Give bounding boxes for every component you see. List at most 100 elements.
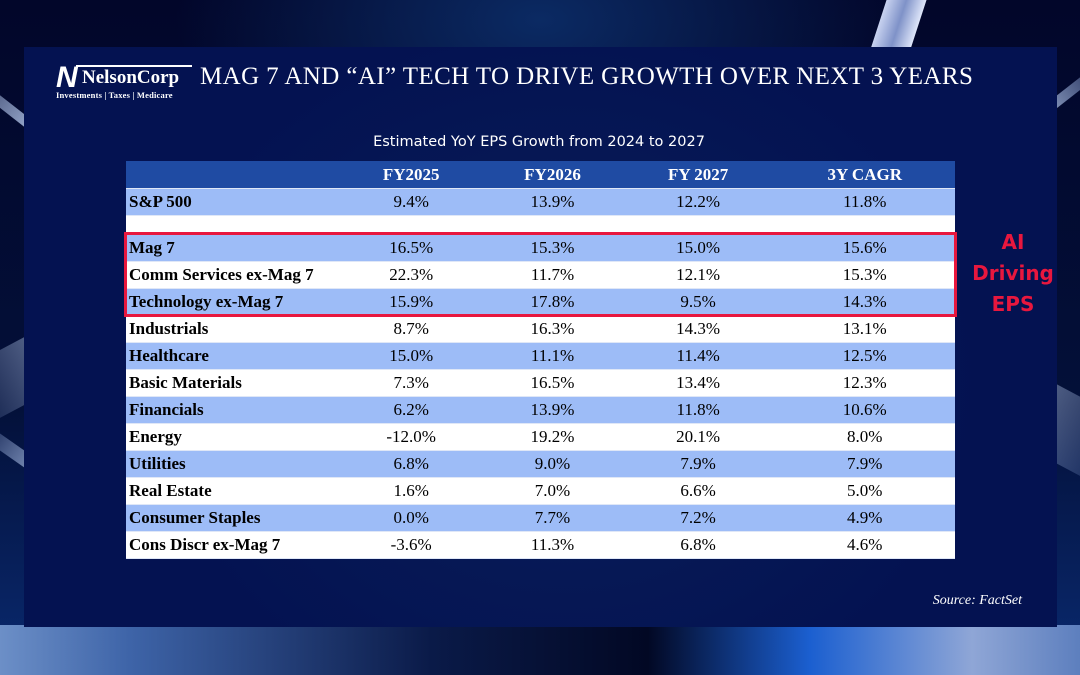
cell-value: 13.9%: [480, 396, 622, 424]
row-label: Basic Materials: [126, 369, 339, 397]
spacer-cell: [621, 215, 772, 235]
cell-value: 9.0%: [480, 450, 622, 478]
cell-value: 16.5%: [339, 234, 481, 262]
table-row: Comm Services ex-Mag 7 22.3% 11.7% 12.1% 15.…: [126, 261, 955, 289]
logo-n-icon: N: [56, 61, 78, 94]
cell-value: 1.6%: [339, 477, 481, 505]
spacer-cell: [480, 215, 622, 235]
row-label: Cons Discr ex-Mag 7: [126, 531, 339, 559]
cell-value: 22.3%: [339, 261, 481, 289]
cell-value: 10.6%: [771, 396, 955, 424]
table-row: Utilities 6.8% 9.0% 7.9% 7.9%: [126, 450, 955, 478]
cell-value: 5.0%: [771, 477, 955, 505]
cell-value: 11.8%: [771, 188, 955, 216]
table-row: Real Estate 1.6% 7.0% 6.6% 5.0%: [126, 477, 955, 505]
row-label: Technology ex-Mag 7: [126, 288, 339, 316]
cell-value: 7.9%: [621, 450, 772, 478]
table-row: Consumer Staples 0.0% 7.7% 7.2% 4.9%: [126, 504, 955, 532]
table-row: Cons Discr ex-Mag 7 -3.6% 11.3% 6.8% 4.6%: [126, 531, 955, 559]
cell-value: 15.3%: [480, 234, 622, 262]
cell-value: 12.1%: [621, 261, 772, 289]
callout-line: Driving: [972, 261, 1054, 285]
column-header-fy2027: FY 2027: [621, 161, 772, 189]
cell-value: 20.1%: [621, 423, 772, 451]
table-row: S&P 500 9.4% 13.9% 12.2% 11.8%: [126, 188, 955, 216]
cell-value: 15.0%: [621, 234, 772, 262]
cell-value: 9.5%: [621, 288, 772, 316]
cell-value: 13.4%: [621, 369, 772, 397]
cell-value: 12.3%: [771, 369, 955, 397]
row-label: Financials: [126, 396, 339, 424]
cell-value: 14.3%: [621, 315, 772, 343]
cell-value: 7.9%: [771, 450, 955, 478]
cell-value: 15.9%: [339, 288, 481, 316]
spacer-cell: [339, 215, 481, 235]
cell-value: 7.2%: [621, 504, 772, 532]
column-header: [126, 161, 339, 189]
column-header-fy2026: FY2026: [480, 161, 622, 189]
cell-value: 6.8%: [621, 531, 772, 559]
cell-value: 7.3%: [339, 369, 481, 397]
cell-value: 12.2%: [621, 188, 772, 216]
cell-value: 14.3%: [771, 288, 955, 316]
row-label: Consumer Staples: [126, 504, 339, 532]
cell-value: 4.9%: [771, 504, 955, 532]
cell-value: 13.9%: [480, 188, 622, 216]
ai-driving-eps-callout: AI Driving EPS: [968, 227, 1058, 320]
row-label: Utilities: [126, 450, 339, 478]
row-label: Mag 7: [126, 234, 339, 262]
source-note: Source: FactSet: [932, 593, 1022, 608]
decorative-floor: [0, 625, 1080, 675]
table-row: Energy -12.0% 19.2% 20.1% 8.0%: [126, 423, 955, 451]
cell-value: 11.7%: [480, 261, 622, 289]
cell-value: 15.0%: [339, 342, 481, 370]
row-label: Industrials: [126, 315, 339, 343]
logo-name: NelsonCorp: [82, 67, 180, 88]
cell-value: 9.4%: [339, 188, 481, 216]
cell-value: 8.7%: [339, 315, 481, 343]
table-row: Healthcare 15.0% 11.1% 11.4% 12.5%: [126, 342, 955, 370]
cell-value: 15.3%: [771, 261, 955, 289]
cell-value: 6.8%: [339, 450, 481, 478]
cell-value: 7.7%: [480, 504, 622, 532]
table-subtitle: Estimated YoY EPS Growth from 2024 to 20…: [373, 134, 705, 150]
nelsoncorp-logo: N NelsonCorp Investments | Taxes | Medic…: [56, 63, 196, 101]
cell-value: -12.0%: [339, 423, 481, 451]
logo-bar: [76, 65, 192, 67]
column-header-fy2025: FY2025: [339, 161, 481, 189]
cell-value: 16.3%: [480, 315, 622, 343]
eps-growth-table: FY2025 FY2026 FY 2027 3Y CAGR S&P 500 9.4…: [126, 161, 955, 559]
row-label: Energy: [126, 423, 339, 451]
cell-value: 6.2%: [339, 396, 481, 424]
callout-line: EPS: [991, 292, 1035, 316]
table-header-row: FY2025 FY2026 FY 2027 3Y CAGR: [126, 161, 955, 189]
spacer-row: [126, 215, 955, 235]
table-row: Financials 6.2% 13.9% 11.8% 10.6%: [126, 396, 955, 424]
row-label: Healthcare: [126, 342, 339, 370]
cell-value: 15.6%: [771, 234, 955, 262]
spacer-cell: [771, 215, 955, 235]
cell-value: -3.6%: [339, 531, 481, 559]
cell-value: 11.4%: [621, 342, 772, 370]
callout-line: AI: [1001, 230, 1025, 254]
slide-title: MAG 7 AND “AI” TECH TO DRIVE GROWTH OVER…: [200, 63, 974, 90]
cell-value: 17.8%: [480, 288, 622, 316]
cell-value: 7.0%: [480, 477, 622, 505]
cell-value: 8.0%: [771, 423, 955, 451]
slide-panel: N NelsonCorp Investments | Taxes | Medic…: [24, 47, 1057, 627]
cell-value: 11.3%: [480, 531, 622, 559]
cell-value: 11.1%: [480, 342, 622, 370]
cell-value: 16.5%: [480, 369, 622, 397]
cell-value: 6.6%: [621, 477, 772, 505]
table-row: Technology ex-Mag 7 15.9% 17.8% 9.5% 14.3%: [126, 288, 955, 316]
table-row: Mag 7 16.5% 15.3% 15.0% 15.6%: [126, 234, 955, 262]
table-row: Basic Materials 7.3% 16.5% 13.4% 12.3%: [126, 369, 955, 397]
cell-value: 12.5%: [771, 342, 955, 370]
table-row: Industrials 8.7% 16.3% 14.3% 13.1%: [126, 315, 955, 343]
cell-value: 4.6%: [771, 531, 955, 559]
cell-value: 19.2%: [480, 423, 622, 451]
row-label: Comm Services ex-Mag 7: [126, 261, 339, 289]
logo-tagline: Investments | Taxes | Medicare: [56, 90, 173, 100]
row-label: Real Estate: [126, 477, 339, 505]
row-label: S&P 500: [126, 188, 339, 216]
